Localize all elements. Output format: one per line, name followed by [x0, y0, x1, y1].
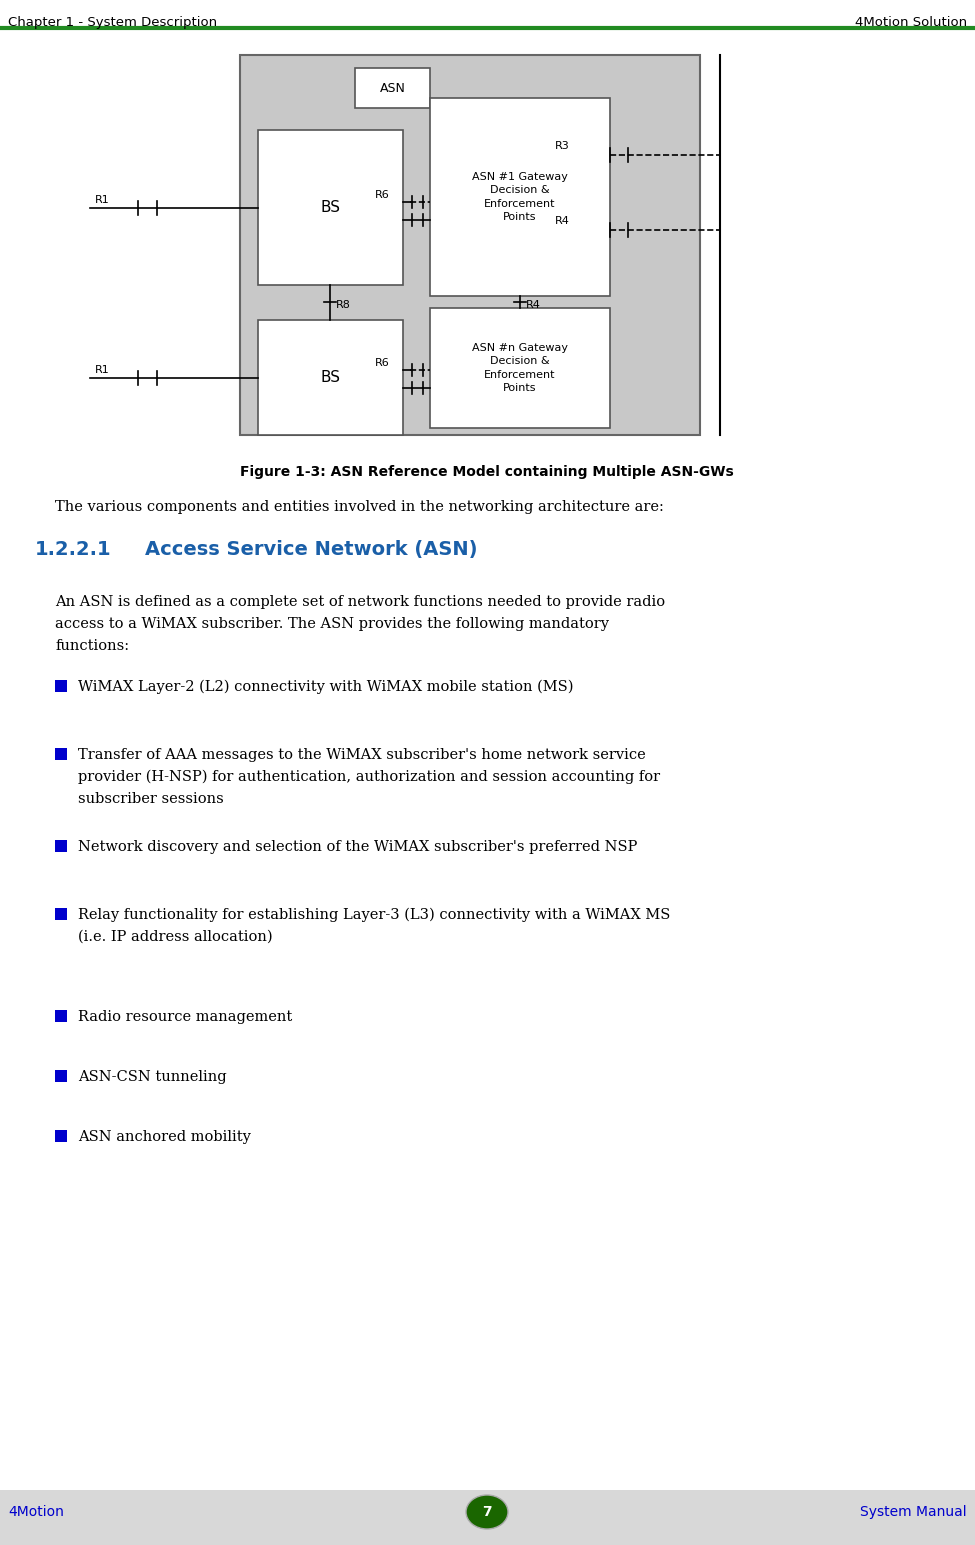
Text: BS: BS — [321, 369, 340, 385]
Text: The various components and entities involved in the networking architecture are:: The various components and entities invo… — [55, 501, 664, 514]
Text: R1: R1 — [95, 195, 110, 205]
Text: WiMAX Layer-2 (L2) connectivity with WiMAX mobile station (MS): WiMAX Layer-2 (L2) connectivity with WiM… — [78, 680, 573, 694]
Bar — [55, 680, 67, 692]
Bar — [355, 68, 430, 108]
Text: 1.2.2.1: 1.2.2.1 — [35, 541, 111, 559]
Bar — [430, 307, 610, 428]
Text: Transfer of AAA messages to the WiMAX subscriber's home network service: Transfer of AAA messages to the WiMAX su… — [78, 748, 645, 762]
Text: functions:: functions: — [55, 640, 129, 654]
Bar — [240, 56, 700, 436]
Text: ASN: ASN — [379, 82, 406, 94]
Bar — [55, 840, 67, 851]
Text: R3: R3 — [555, 141, 569, 151]
Bar — [55, 1071, 67, 1082]
Text: System Manual: System Manual — [860, 1505, 967, 1519]
Text: ASN #n Gateway
Decision &
Enforcement
Points: ASN #n Gateway Decision & Enforcement Po… — [472, 343, 568, 392]
Text: R6: R6 — [375, 358, 390, 368]
Bar — [258, 320, 403, 436]
Text: Access Service Network (ASN): Access Service Network (ASN) — [145, 541, 478, 559]
Bar — [55, 908, 67, 919]
Text: subscriber sessions: subscriber sessions — [78, 793, 223, 806]
Text: Relay functionality for establishing Layer-3 (L3) connectivity with a WiMAX MS: Relay functionality for establishing Lay… — [78, 908, 671, 922]
Text: Network discovery and selection of the WiMAX subscriber's preferred NSP: Network discovery and selection of the W… — [78, 840, 638, 854]
Text: R4: R4 — [526, 300, 541, 311]
Bar — [258, 130, 403, 284]
Text: 4Motion: 4Motion — [8, 1505, 64, 1519]
Bar — [0, 1489, 975, 1545]
Text: Radio resource management: Radio resource management — [78, 1010, 292, 1024]
Text: R4: R4 — [555, 216, 569, 226]
Bar — [430, 97, 610, 297]
Text: ASN #1 Gateway
Decision &
Enforcement
Points: ASN #1 Gateway Decision & Enforcement Po… — [472, 171, 567, 222]
Text: An ASN is defined as a complete set of network functions needed to provide radio: An ASN is defined as a complete set of n… — [55, 595, 665, 609]
Bar — [55, 748, 67, 760]
Text: R8: R8 — [336, 300, 351, 311]
Text: Chapter 1 - System Description: Chapter 1 - System Description — [8, 15, 217, 29]
Text: 4Motion Solution: 4Motion Solution — [855, 15, 967, 29]
Text: access to a WiMAX subscriber. The ASN provides the following mandatory: access to a WiMAX subscriber. The ASN pr… — [55, 616, 609, 630]
Bar — [55, 1010, 67, 1021]
Text: R1: R1 — [95, 365, 110, 375]
Text: 7: 7 — [483, 1505, 491, 1519]
Ellipse shape — [466, 1496, 508, 1530]
Text: BS: BS — [321, 199, 340, 215]
Text: R6: R6 — [375, 190, 390, 199]
Text: provider (H-NSP) for authentication, authorization and session accounting for: provider (H-NSP) for authentication, aut… — [78, 769, 660, 785]
Text: ASN anchored mobility: ASN anchored mobility — [78, 1129, 251, 1143]
Text: ASN-CSN tunneling: ASN-CSN tunneling — [78, 1071, 226, 1085]
Bar — [55, 1129, 67, 1142]
Text: (i.e. IP address allocation): (i.e. IP address allocation) — [78, 930, 273, 944]
Text: Figure 1-3: ASN Reference Model containing Multiple ASN-GWs: Figure 1-3: ASN Reference Model containi… — [240, 465, 734, 479]
